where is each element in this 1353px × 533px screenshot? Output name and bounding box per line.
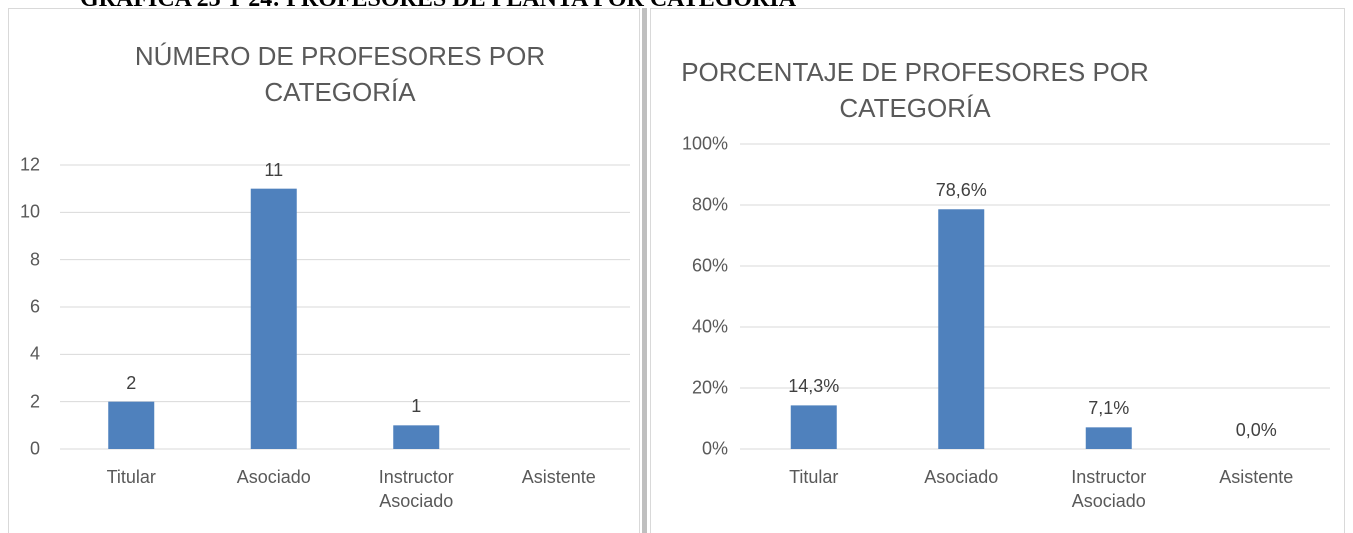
y-tick-label: 4	[29, 343, 40, 364]
y-tick-label: 8	[29, 249, 40, 270]
bar	[790, 405, 837, 449]
bar	[393, 425, 440, 449]
y-tick-label: 12	[19, 154, 40, 175]
y-tick-label: 40%	[691, 316, 728, 337]
data-label: 14,3%	[788, 376, 840, 397]
bar	[938, 209, 985, 449]
x-tick-label: Asistente	[1219, 467, 1294, 487]
data-label: 2	[126, 372, 137, 393]
y-tick-label: 20%	[691, 377, 728, 398]
y-tick-label: 80%	[691, 194, 728, 215]
y-tick-label: 60%	[691, 255, 728, 276]
data-label: 11	[264, 159, 284, 180]
y-tick-label: 0	[29, 438, 40, 459]
x-tick-label: Titular	[106, 467, 156, 487]
x-tick-label: Asociado	[236, 467, 311, 487]
data-label: 1	[411, 396, 422, 417]
x-tick-label: Instructor Asociado	[1071, 467, 1147, 511]
chart-panel	[650, 8, 1345, 533]
y-tick-label: 6	[29, 296, 40, 317]
chart-title: CATEGORÍA	[839, 93, 991, 123]
chart-title: CATEGORÍA	[264, 77, 416, 107]
x-tick-label: Asociado	[924, 467, 999, 487]
chart-title: PORCENTAJE DE PROFESORES POR	[681, 57, 1149, 87]
x-tick-label: Titular	[789, 467, 839, 487]
x-tick-label: Instructor Asociado	[378, 467, 454, 511]
data-label: 7,1%	[1088, 398, 1130, 419]
separator	[642, 8, 647, 533]
bar	[1085, 427, 1132, 449]
chart-title: NÚMERO DE PROFESORES POR	[134, 41, 546, 71]
bar	[250, 188, 297, 449]
data-label: 0,0%	[1235, 420, 1277, 440]
y-tick-label: 10	[19, 201, 40, 222]
bar	[108, 401, 155, 449]
x-tick-label: Asistente	[521, 467, 596, 487]
y-tick-label: 0%	[701, 438, 728, 459]
y-tick-label: 100%	[681, 133, 728, 154]
data-label: 78,6%	[935, 180, 987, 201]
y-tick-label: 2	[29, 391, 40, 412]
